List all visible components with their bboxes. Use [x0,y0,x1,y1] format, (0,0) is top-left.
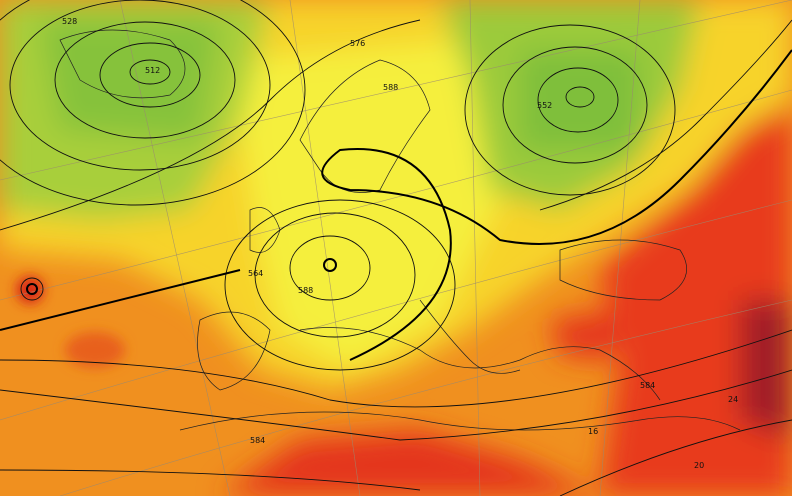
map-shape [559,419,792,496]
contour-label: 24 [728,395,738,404]
contour-label: 576 [350,39,365,48]
map-shape [469,0,481,496]
contour-label: 564 [248,269,263,278]
map-shape [54,21,236,139]
map-shape [565,86,595,108]
map-shape [323,258,337,272]
contour-label: 512 [145,66,160,75]
contour-label: 552 [537,101,552,110]
map-shape [502,46,648,164]
map-shape [0,0,306,206]
contour-label: 20 [694,461,704,470]
map-shape [179,411,741,431]
contour-label: 588 [298,286,313,295]
green-east-core [520,50,640,150]
map-shape [289,0,361,496]
map-shape [289,235,371,301]
contour-label: 584 [640,381,655,390]
map-shape [0,49,792,361]
map-shape [599,0,641,496]
map-shape [9,0,271,171]
map-shape [20,277,44,301]
map-shape [559,239,688,301]
map-shape [0,199,792,421]
map-shape [0,19,421,231]
map-shape [0,469,421,491]
map-shape [0,329,792,408]
map-shape [0,369,792,441]
map-shape [254,212,416,338]
map-shape [419,299,521,374]
map-shape [464,24,676,196]
map-shape [26,283,38,295]
contour-labels: 528 512 552 588 576 564 588 584 584 16 2… [62,17,738,470]
contour-label: 584 [250,436,265,445]
coastlines [59,29,741,431]
dark-red-core [740,300,792,440]
map-shape [99,42,201,108]
map-shape [299,327,661,401]
map-shape [299,59,431,193]
orange-cell [65,332,125,368]
map-shape [59,29,186,99]
contour-label: 588 [383,83,398,92]
map-shape [197,311,271,391]
map-shape [0,0,792,181]
map-shape [539,19,792,211]
yellow-ridge [230,40,520,370]
map-shape [129,59,171,85]
contour-label: 16 [588,427,598,436]
map-shape [59,299,792,496]
red-patch [550,310,620,360]
green-low [40,20,220,140]
contour-label: 528 [62,17,77,26]
group [16,276,125,368]
map-shape [537,67,619,133]
map-shape [224,199,456,371]
map-shape [119,0,231,496]
map-shape [0,89,792,301]
